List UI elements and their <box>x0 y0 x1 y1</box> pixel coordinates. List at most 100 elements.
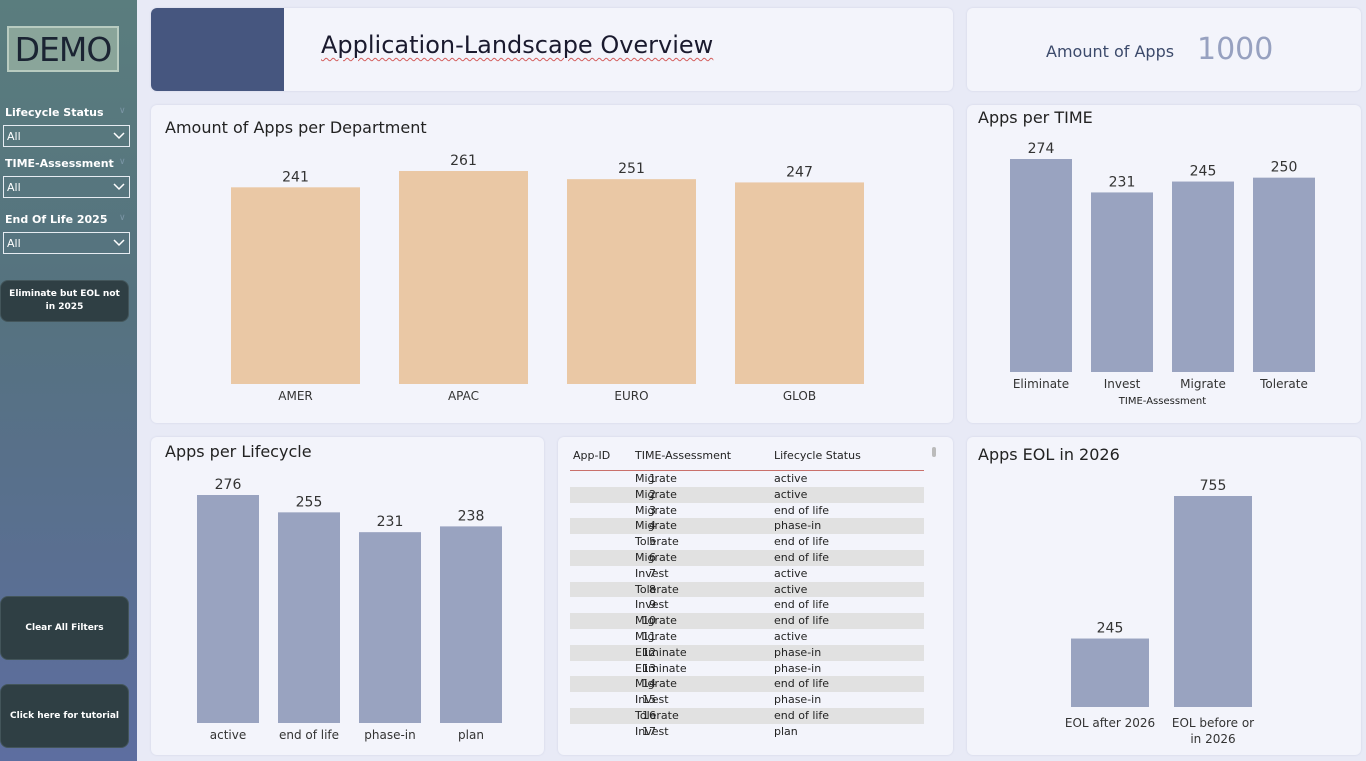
cell-time-assessment: Tolerate <box>635 582 679 596</box>
dept-chart-card: Amount of Apps per Department 241 AMER 261… <box>151 105 953 423</box>
tick-label: EOL after 2026 <box>1065 716 1155 730</box>
cell-time-assessment: Migrate <box>635 629 677 643</box>
bar <box>1174 496 1252 707</box>
time-assessment-value: All <box>7 181 21 194</box>
cell-lifecycle-status: phase-in <box>774 645 822 659</box>
lifecycle-status-dropdown[interactable]: All <box>3 125 130 147</box>
data-label: 755 <box>1200 478 1227 494</box>
cell-time-assessment: Invest <box>635 598 669 612</box>
cell-lifecycle-status: end of life <box>774 503 830 517</box>
tick-label: Migrate <box>1180 377 1226 391</box>
bar <box>197 495 259 723</box>
lifecycle-status-value: All <box>7 130 21 143</box>
time-chart-title: Apps per TIME <box>978 108 1093 127</box>
cell-lifecycle-status: end of life <box>774 535 830 549</box>
table-row[interactable]: 15 Invest phase-in <box>570 692 924 708</box>
time-assessment-dropdown[interactable]: All <box>3 176 130 198</box>
column-header-time-assessment[interactable]: TIME-Assessment <box>635 449 732 462</box>
data-label: 261 <box>450 153 477 169</box>
bar <box>1253 177 1315 372</box>
cell-app-id: 4 <box>649 519 656 533</box>
data-label: 231 <box>377 514 404 530</box>
cell-lifecycle-status: end of life <box>774 614 830 628</box>
bar <box>567 179 696 384</box>
cell-lifecycle-status: active <box>774 472 808 485</box>
bar <box>231 187 360 384</box>
page-title: Application-Landscape Overview <box>321 31 713 59</box>
table-row[interactable]: 1 Migrate active <box>570 471 924 487</box>
cell-lifecycle-status: end of life <box>774 708 830 722</box>
dept-chart-title: Amount of Apps per Department <box>165 118 427 137</box>
cell-app-id: 5 <box>649 535 656 549</box>
cell-time-assessment: Eliminate <box>635 661 687 675</box>
table-row[interactable]: 11 Migrate active <box>570 629 924 645</box>
tick-label: plan <box>458 728 484 742</box>
cell-app-id: 11 <box>642 629 656 643</box>
table-row[interactable]: 5 Tolerate end of life <box>570 534 924 550</box>
bar <box>1071 638 1149 707</box>
bar <box>1010 159 1072 372</box>
table-row[interactable]: 9 Invest end of life <box>570 597 924 613</box>
cell-time-assessment: Migrate <box>635 677 677 691</box>
cell-app-id: 2 <box>649 487 656 501</box>
cell-lifecycle-status: active <box>774 487 808 501</box>
table-row[interactable]: 7 Invest active <box>570 566 924 582</box>
clear-filters-button[interactable]: Clear All Filters <box>0 596 129 660</box>
table-row[interactable]: 13 Eliminate phase-in <box>570 661 924 677</box>
cell-app-id: 13 <box>642 661 656 675</box>
eliminate-eol-button[interactable]: Eliminate but EOL not in 2025 <box>0 280 129 322</box>
tick-label: GLOB <box>783 389 816 403</box>
chevron-down-icon[interactable]: ∨ <box>119 157 126 167</box>
bar <box>1091 192 1153 372</box>
cell-time-assessment: Migrate <box>635 550 677 564</box>
cell-lifecycle-status: phase-in <box>774 519 822 533</box>
table-row[interactable]: 8 Tolerate active <box>570 581 924 598</box>
table-row[interactable]: 2 Migrate active <box>570 486 924 503</box>
cell-app-id: 1 <box>649 472 656 485</box>
eol-chart-title: Apps EOL in 2026 <box>978 445 1120 464</box>
end-of-life-dropdown[interactable]: All <box>3 232 130 254</box>
bar <box>440 526 502 723</box>
tick-label: Eliminate <box>1013 377 1069 391</box>
lifecycle-chart-card: Apps per Lifecycle 276 active 255 end of li… <box>151 437 544 755</box>
chevron-down-icon[interactable]: ∨ <box>119 213 126 223</box>
cell-app-id: 6 <box>649 550 656 564</box>
table-row[interactable]: 14 Migrate end of life <box>570 676 924 693</box>
table-row[interactable]: 12 Eliminate phase-in <box>570 644 924 661</box>
table-row[interactable]: 3 Migrate end of life <box>570 503 924 519</box>
cell-app-id: 14 <box>642 677 656 691</box>
cell-lifecycle-status: active <box>774 629 808 643</box>
cell-lifecycle-status: active <box>774 566 808 580</box>
data-label: 238 <box>458 508 485 524</box>
table-row[interactable]: 4 Migrate phase-in <box>570 518 924 535</box>
tick-label: end of life <box>279 728 339 742</box>
column-header-app-id[interactable]: App-ID <box>573 449 611 462</box>
lifecycle-bar-chart: 276 active 255 end of life 231 phase-in 238 pla… <box>197 477 502 742</box>
page-title-text: Application-Landscape Overview <box>321 31 714 59</box>
table-row[interactable]: 6 Migrate end of life <box>570 549 924 566</box>
cell-app-id: 17 <box>642 724 656 738</box>
table-row[interactable]: 17 Invest plan <box>570 724 924 740</box>
lifecycle-status-label: Lifecycle Status <box>5 106 104 119</box>
cell-time-assessment: Migrate <box>635 472 677 485</box>
chevron-down-icon[interactable]: ∨ <box>119 106 126 116</box>
title-card: Application-Landscape Overview <box>151 8 953 91</box>
cell-app-id: 15 <box>642 693 656 707</box>
cell-app-id: 12 <box>642 645 656 659</box>
tutorial-button[interactable]: Click here for tutorial <box>0 684 129 748</box>
chevron-down-icon <box>113 132 125 140</box>
cell-lifecycle-status: active <box>774 582 808 596</box>
table-row[interactable]: 10 Migrate end of life <box>570 613 924 629</box>
bar <box>278 512 340 723</box>
end-of-life-value: All <box>7 237 21 250</box>
tick-label: AMER <box>278 389 312 403</box>
table-row[interactable]: 16 Tolerate end of life <box>570 707 924 724</box>
tick-label: phase-in <box>364 728 415 742</box>
table-scrollbar[interactable] <box>932 447 936 457</box>
tick-label: APAC <box>448 389 479 403</box>
cell-time-assessment: Migrate <box>635 503 677 517</box>
tick-label: in 2026 <box>1190 732 1235 746</box>
chevron-down-icon <box>113 183 125 191</box>
sidebar: DEMO Lifecycle Status ∨ All TIME-Assessm… <box>0 0 137 761</box>
column-header-lifecycle-status[interactable]: Lifecycle Status <box>774 449 861 462</box>
